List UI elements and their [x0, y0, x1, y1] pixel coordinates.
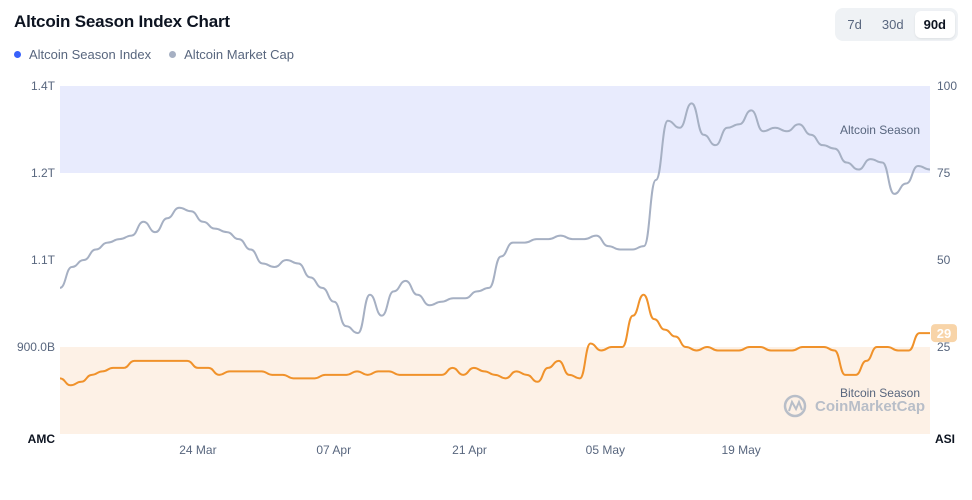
- logo-mark: [788, 399, 803, 412]
- right-axis-tick: 25: [937, 340, 951, 354]
- left-axis-tick: 1.1T: [31, 253, 56, 267]
- right-axis-label: ASI: [935, 432, 955, 446]
- right-axis-tick: 75: [937, 166, 951, 180]
- legend-dot-amc: [169, 51, 177, 58]
- range-button-7d[interactable]: 7d: [847, 17, 862, 32]
- altcoin-season-index-line: [59, 293, 930, 387]
- x-axis-tick: 05 May: [586, 443, 625, 457]
- chart-legend: Altcoin Season Index Altcoin Market Cap: [14, 47, 294, 62]
- time-range-toggle: 7d 30d 90d: [835, 8, 958, 41]
- x-axis-tick: 07 Apr: [316, 443, 351, 457]
- left-axis-tick: 900.0B: [17, 340, 55, 354]
- watermark-text: CoinMarketCap: [815, 398, 925, 415]
- x-axis-tick: 21 Apr: [452, 443, 487, 457]
- legend-label-asi: Altcoin Season Index: [29, 47, 152, 62]
- current-value-badge-text: 29: [937, 326, 951, 341]
- range-button-90d[interactable]: 90d: [914, 11, 955, 38]
- altcoin-season-zone: [60, 86, 930, 173]
- altcoin-season-label: Altcoin Season: [840, 123, 920, 137]
- left-axis-tick: 1.4T: [31, 79, 56, 93]
- legend-label-amc: Altcoin Market Cap: [184, 47, 294, 62]
- altcoin-market-cap-line: [59, 102, 931, 335]
- logo-ring: [783, 394, 807, 418]
- range-button-30d[interactable]: 30d: [881, 17, 904, 32]
- legend-item-amc[interactable]: Altcoin Market Cap: [169, 47, 294, 62]
- chart-title: Altcoin Season Index Chart: [14, 12, 230, 31]
- right-axis-tick: 100: [937, 79, 957, 93]
- legend-item-asi[interactable]: Altcoin Season Index: [14, 47, 151, 62]
- x-axis-tick: 24 Mar: [179, 443, 216, 457]
- bitcoin-season-zone: [60, 347, 930, 434]
- current-value-badge: [931, 324, 957, 343]
- legend-dot-asi: [14, 51, 21, 58]
- left-axis-label: AMC: [28, 432, 56, 446]
- bitcoin-season-label: Bitcoin Season: [840, 386, 920, 400]
- x-axis-tick: 19 May: [721, 443, 760, 457]
- left-axis-tick: 1.2T: [31, 166, 56, 180]
- right-axis-tick: 50: [937, 253, 951, 267]
- coinmarketcap-logo-icon: [783, 394, 807, 418]
